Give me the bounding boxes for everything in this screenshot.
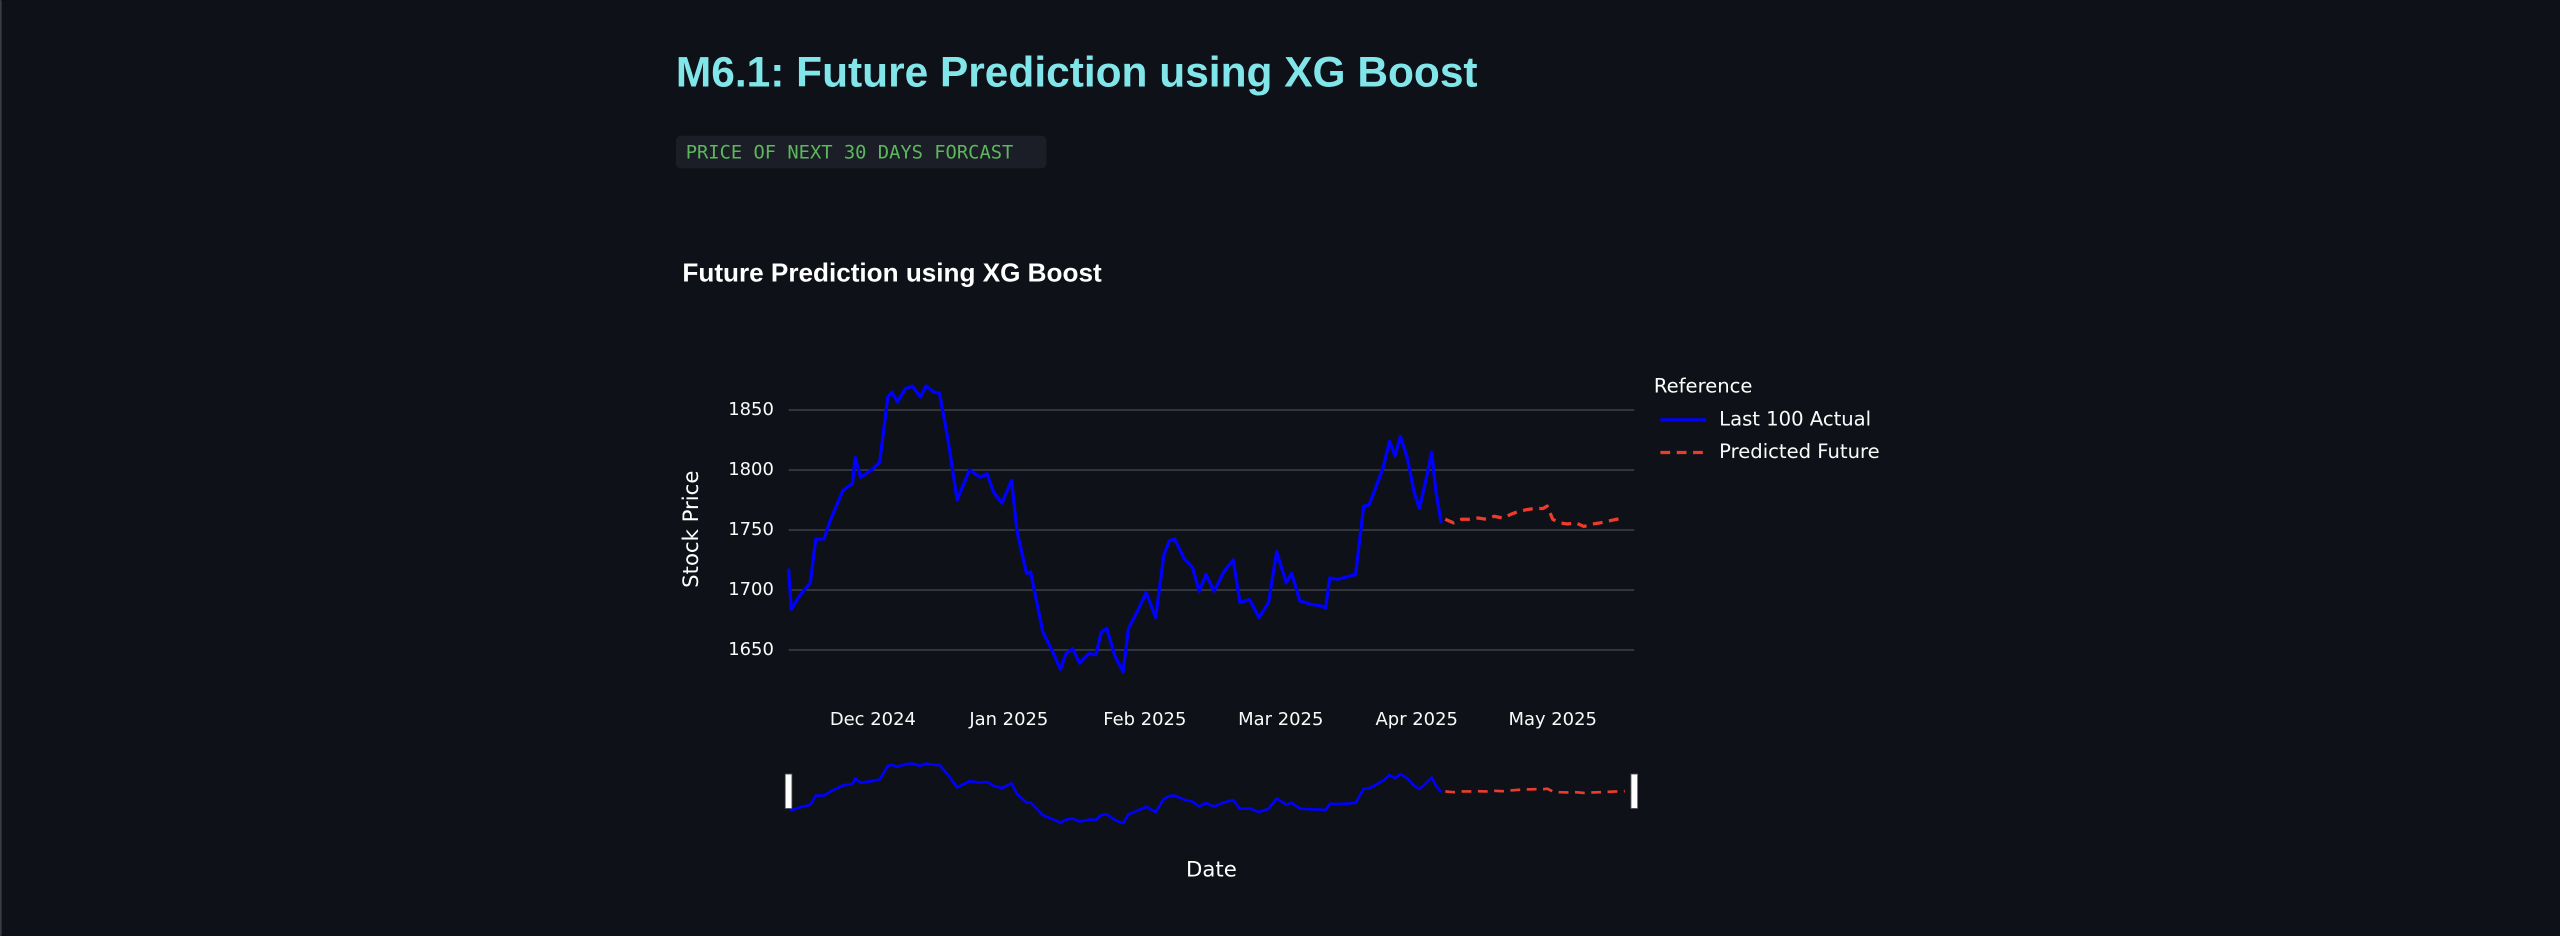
x-axis-title: Date (1186, 857, 1237, 882)
rangeslider-handle (1630, 773, 1638, 809)
x-tick-label: Apr 2025 (1376, 709, 1458, 730)
x-tick-label: Mar 2025 (1238, 709, 1323, 730)
legend-label: Last 100 Actual (1719, 407, 1871, 430)
y-tick-label: 1850 (728, 399, 774, 420)
x-tick-label: Dec 2024 (830, 709, 916, 730)
y-tick-label: 1650 (728, 639, 774, 660)
x-tick-label: Jan 2025 (968, 709, 1048, 730)
x-tick-label: Feb 2025 (1103, 709, 1186, 730)
y-tick-label: 1800 (728, 459, 774, 480)
x-tick-label: May 2025 (1508, 709, 1596, 730)
caption-box (675, 135, 1047, 169)
y-tick-label: 1700 (728, 579, 774, 600)
series-line (1444, 504, 1626, 529)
rangeslider-line (1445, 787, 1625, 795)
legend-title: Reference (1654, 375, 1753, 398)
rangeslider-line (787, 762, 1443, 825)
page-title: M6.1: Future Prediction using XG Boost (676, 49, 1478, 96)
chart-title: Future Prediction using XG Boost (682, 257, 1102, 287)
y-tick-label: 1750 (728, 519, 774, 540)
series-line (786, 384, 1443, 674)
legend-label: Predicted Future (1719, 440, 1879, 463)
rangeslider-handle (784, 773, 793, 809)
caption: PRICE OF NEXT 30 DAYS FORCAST (686, 142, 1014, 163)
y-axis-title: Stock Price (679, 471, 704, 588)
